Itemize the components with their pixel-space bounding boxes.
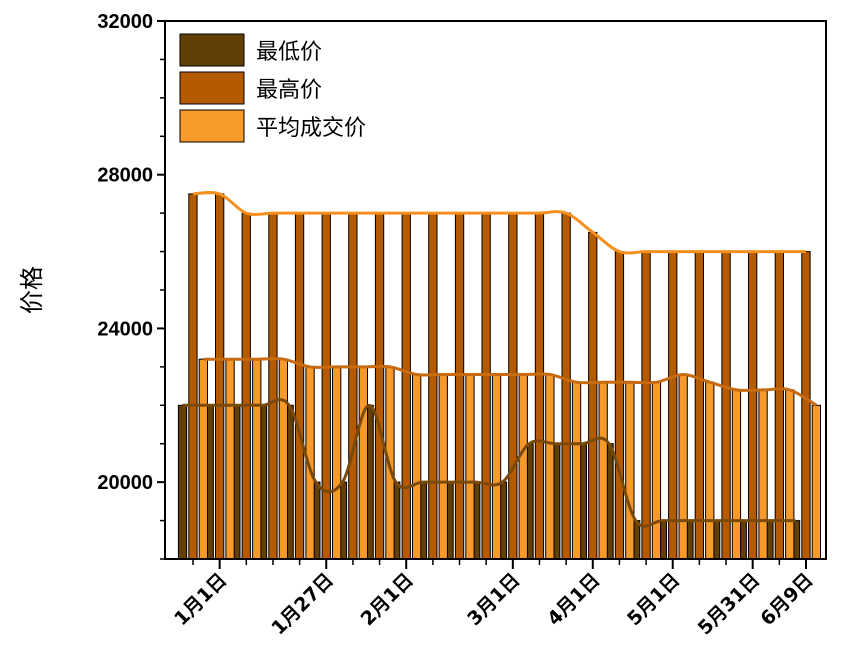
y-tick-label: 20000	[97, 472, 153, 494]
bar-avg-11	[491, 374, 502, 560]
bar-high-20	[721, 251, 731, 560]
bar-high-2	[241, 212, 251, 560]
trend-curve-avg	[203, 357, 818, 407]
bar-avg-15	[598, 381, 608, 560]
bar-high-13	[534, 212, 545, 560]
bar-avg-18	[678, 374, 688, 560]
y-tick-label: 28000	[97, 165, 153, 187]
bar-avg-16	[625, 381, 635, 560]
bar-high-5	[321, 212, 331, 560]
bar-avg-12	[518, 374, 528, 560]
legend-swatch	[179, 71, 245, 105]
bar-avg-9	[438, 374, 448, 560]
bar-avg-21	[758, 389, 768, 560]
legend-label: 最低价	[256, 40, 322, 65]
bar-high-11	[481, 212, 491, 560]
bar-avg-8	[412, 374, 422, 560]
bar-low-0	[177, 404, 188, 560]
bar-high-7	[374, 212, 385, 560]
x-tick-label: 5月1日	[623, 569, 684, 630]
legend-label: 最高价	[256, 78, 322, 103]
legend-label: 平均成交价	[256, 116, 366, 141]
bar-avg-19	[705, 381, 715, 560]
bar-high-18	[668, 251, 678, 560]
y-tick-label: 32000	[97, 11, 153, 33]
bar-high-16	[614, 251, 625, 560]
y-axis-title: 价格	[18, 266, 46, 314]
bar-high-22	[774, 251, 785, 560]
y-tick-label: 24000	[97, 318, 153, 340]
x-tick-label: 6月9日	[756, 569, 817, 630]
x-tick-label: 4月1日	[543, 569, 604, 630]
bars-layer	[177, 193, 822, 560]
bar-high-17	[641, 251, 651, 560]
bar-high-3	[268, 212, 278, 560]
bar-high-6	[348, 212, 358, 560]
bar-avg-2	[252, 358, 262, 560]
legend-swatch	[179, 33, 245, 67]
bar-avg-3	[278, 358, 289, 560]
bar-high-8	[401, 212, 411, 560]
bar-high-0	[188, 193, 198, 560]
bar-high-10	[454, 212, 465, 560]
bar-avg-1	[225, 358, 235, 560]
x-tick-label: 1月27日	[267, 569, 337, 639]
bar-avg-22	[785, 389, 795, 560]
bar-avg-5	[332, 366, 342, 560]
bar-high-14	[561, 212, 571, 560]
x-tick-label: 3月1日	[463, 569, 524, 630]
x-tick-label: 5月31日	[694, 569, 764, 639]
bar-high-1	[215, 193, 225, 560]
bar-high-12	[508, 212, 518, 560]
bar-avg-20	[731, 389, 742, 560]
x-tick-label: 1月1日	[170, 569, 231, 630]
y-axis: 20000 24000 28000 32000	[97, 11, 165, 560]
trend-curve-low	[182, 398, 796, 528]
bar-high-15	[588, 231, 598, 560]
bar-avg-13	[545, 374, 555, 560]
bar-avg-6	[358, 366, 369, 560]
bar-high-19	[694, 251, 705, 560]
trend-curves-layer	[182, 190, 818, 528]
x-tick-label: 2月1日	[357, 569, 418, 630]
bar-avg-10	[465, 374, 475, 560]
bar-avg-0	[198, 358, 208, 560]
legend-swatch	[179, 109, 245, 143]
bar-high-23	[801, 251, 811, 560]
bar-avg-23	[811, 404, 822, 560]
bar-avg-14	[571, 381, 582, 560]
trend-curve-high	[192, 190, 806, 255]
bar-high-9	[428, 212, 438, 560]
bar-high-4	[294, 212, 305, 560]
bar-avg-17	[651, 381, 662, 560]
bar-high-21	[748, 251, 758, 560]
